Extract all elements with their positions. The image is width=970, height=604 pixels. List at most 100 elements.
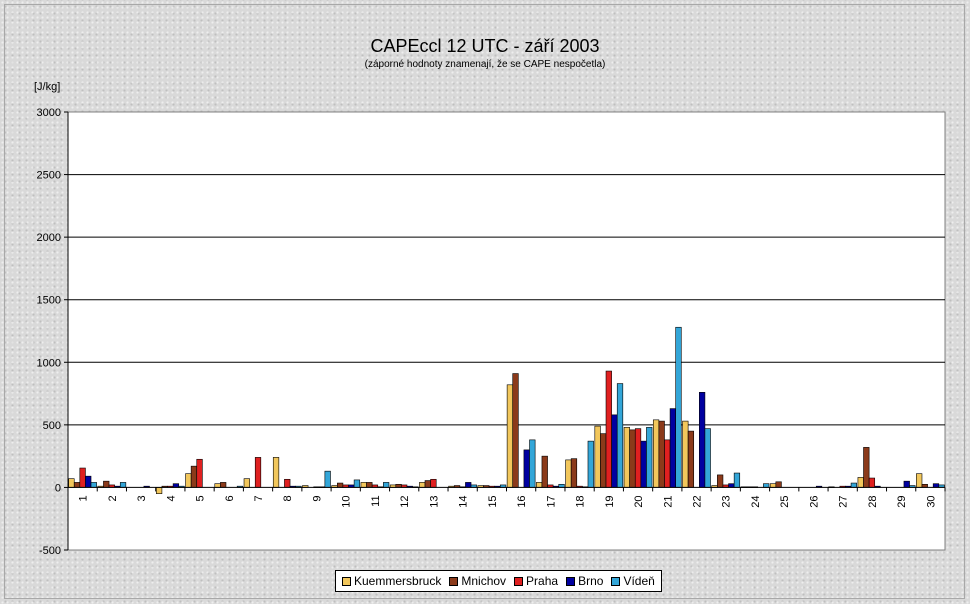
- x-tick-label: 3: [136, 495, 148, 501]
- legend-item: Vídeň: [611, 574, 655, 588]
- bar: [616, 383, 624, 488]
- chart-subtitle: (záporné hodnoty znamenají, že se CAPE n…: [364, 59, 606, 70]
- y-tick-label: 2500: [37, 170, 61, 182]
- bar: [728, 483, 735, 488]
- bar: [324, 470, 331, 488]
- bar: [506, 384, 514, 488]
- bar: [565, 459, 572, 488]
- bar: [196, 458, 203, 488]
- bar: [611, 414, 618, 488]
- bar: [675, 326, 682, 488]
- x-tick-label: 8: [282, 495, 294, 501]
- bar: [605, 370, 612, 488]
- bar: [68, 478, 75, 488]
- x-tick-label: 18: [575, 495, 587, 507]
- bar: [640, 440, 647, 488]
- chart-frame: [4, 4, 965, 599]
- bar: [360, 482, 367, 488]
- x-tick-label: 7: [253, 495, 265, 501]
- y-tick-label: 2000: [37, 232, 61, 244]
- bar: [73, 482, 81, 488]
- x-tick-label: 27: [838, 495, 850, 507]
- x-tick-label: 12: [399, 495, 411, 507]
- y-tick-label: 3000: [37, 107, 61, 119]
- x-tick-label: 11: [370, 495, 382, 506]
- bar: [214, 483, 221, 488]
- legend-swatch: [449, 576, 459, 586]
- x-tick-label: 6: [224, 495, 236, 501]
- bar: [383, 482, 390, 488]
- bar: [646, 427, 653, 488]
- x-tick-label: 9: [311, 495, 323, 501]
- bar: [512, 373, 519, 488]
- x-tick-label: 22: [692, 495, 704, 507]
- bar: [629, 429, 636, 488]
- legend-swatch: [611, 576, 621, 586]
- x-tick-label: 23: [721, 495, 733, 507]
- bar: [220, 482, 227, 488]
- bar: [682, 420, 689, 488]
- x-tick-label: 25: [779, 495, 791, 507]
- x-tick-labels: 1 2 3 4 5 6 7 8 9 10 11 12 13 14 15 16 17 18 19 20 21 22 23 24 2…: [78, 495, 938, 507]
- bar: [430, 478, 437, 488]
- bar: [863, 447, 870, 488]
- bar: [857, 477, 864, 488]
- bar: [664, 439, 671, 488]
- x-tick-label: 30: [925, 495, 937, 507]
- bar: [623, 427, 630, 488]
- bar: [600, 433, 607, 488]
- plot-area: [67, 111, 946, 551]
- y-tick-label: 0: [55, 482, 61, 494]
- gridlines: [68, 174, 945, 426]
- bar: [465, 482, 472, 488]
- x-tick-label: 19: [604, 495, 616, 507]
- y-tick-labels: -500 0 500 1000 1500 2000 2500 3000: [37, 107, 61, 557]
- bar: [687, 430, 695, 488]
- bar: [366, 482, 373, 488]
- bar: [272, 457, 280, 488]
- bar: [536, 482, 543, 488]
- bar: [658, 420, 665, 488]
- bar: [669, 408, 676, 488]
- x-tick-label: 5: [195, 495, 207, 501]
- bar: [284, 478, 291, 488]
- bar: [85, 475, 92, 488]
- bar: [353, 479, 361, 488]
- bar: [254, 457, 262, 488]
- bar: [185, 473, 192, 488]
- x-tick-label: 24: [750, 495, 762, 507]
- legend-swatch: [566, 576, 576, 586]
- bar: [868, 477, 876, 488]
- bar: [932, 483, 940, 488]
- bar: [916, 473, 923, 488]
- bar: [717, 474, 724, 488]
- legend-label: Praha: [526, 574, 559, 588]
- bar: [523, 449, 530, 488]
- x-tick-label: 20: [633, 495, 645, 507]
- bar: [699, 392, 706, 488]
- x-tick-label: 10: [341, 495, 353, 507]
- x-tick-label: 29: [896, 495, 908, 507]
- y-tick-label: 1000: [37, 357, 61, 369]
- bar: [243, 478, 250, 488]
- legend-swatch: [342, 576, 351, 586]
- x-tick-label: 15: [487, 495, 499, 507]
- x-tick-label: 21: [662, 495, 674, 507]
- bar: [79, 467, 86, 488]
- legend-item: Mnichov: [449, 574, 506, 588]
- y-tick-label: 1500: [37, 295, 61, 307]
- legend-swatch: [514, 576, 524, 586]
- x-tick-label: 4: [165, 495, 177, 501]
- bar: [763, 483, 770, 488]
- y-tick-label: -500: [39, 545, 61, 557]
- bar: [704, 428, 711, 488]
- x-tick-label: 2: [107, 495, 119, 501]
- bar: [156, 487, 163, 494]
- x-tick-label: 16: [516, 495, 528, 507]
- x-tick-label: 17: [545, 495, 557, 507]
- bar: [172, 483, 180, 488]
- legend-label: Brno: [578, 574, 604, 588]
- bar: [594, 425, 601, 488]
- legend-label: Vídeň: [623, 574, 655, 588]
- bar: [634, 428, 642, 488]
